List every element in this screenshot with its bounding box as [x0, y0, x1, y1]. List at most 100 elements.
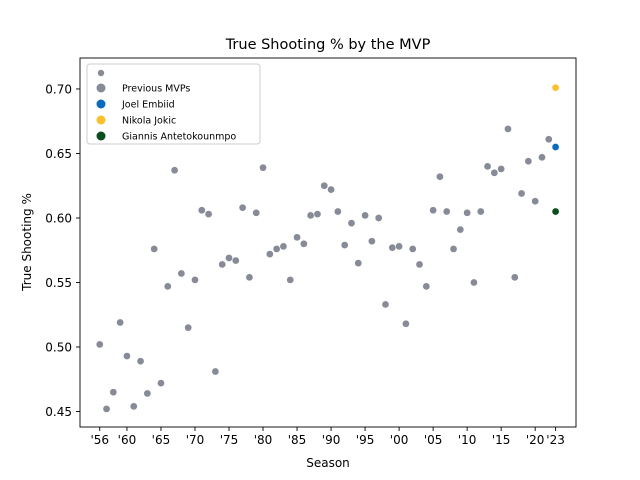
data-point — [157, 379, 165, 387]
x-tick-label: '20 — [526, 433, 545, 447]
x-tick-label: '10 — [458, 433, 477, 447]
data-point — [395, 242, 403, 251]
data-point — [184, 323, 193, 332]
x-tick-label: '00 — [390, 433, 409, 447]
data-point — [279, 242, 288, 251]
data-point — [442, 207, 451, 216]
data-point — [340, 241, 349, 249]
data-point — [374, 214, 383, 222]
data-point — [456, 225, 465, 234]
data-point — [191, 276, 199, 284]
data-point — [218, 260, 227, 269]
y-tick-label: 0.50 — [45, 340, 72, 354]
data-point — [368, 237, 376, 246]
data-point — [102, 405, 111, 413]
data-point — [544, 135, 553, 144]
legend-label: Nikola Jokic — [122, 116, 176, 127]
x-tick-label: '75 — [220, 433, 239, 447]
y-axis-label: True Shooting % — [20, 193, 34, 292]
data-point — [517, 189, 526, 198]
data-point — [252, 208, 261, 217]
data-point — [490, 168, 499, 177]
legend-marker — [96, 99, 106, 109]
x-tick-label: '85 — [288, 433, 307, 447]
data-point — [327, 185, 335, 194]
data-point — [429, 206, 437, 215]
data-point — [177, 269, 186, 278]
legend-frame — [86, 63, 261, 145]
x-tick-label: '15 — [492, 433, 511, 447]
data-point — [524, 157, 533, 166]
data-point — [402, 319, 410, 328]
data-point — [510, 273, 519, 282]
x-tick-label: '60 — [118, 433, 137, 447]
data-point — [551, 143, 560, 151]
data-point — [286, 276, 295, 284]
legend-marker — [96, 83, 106, 93]
data-point — [265, 250, 274, 258]
data-point — [95, 340, 104, 349]
data-point — [170, 166, 179, 175]
data-point — [197, 206, 206, 215]
data-point — [463, 208, 471, 217]
data-point — [531, 197, 540, 206]
data-point — [334, 207, 342, 216]
data-point — [415, 260, 424, 269]
data-point — [238, 203, 247, 212]
data-point — [320, 181, 329, 190]
data-point — [551, 83, 560, 92]
y-tick-label: 0.65 — [45, 147, 72, 161]
data-point — [109, 388, 118, 397]
data-point — [272, 245, 281, 253]
data-point — [136, 357, 145, 366]
data-point — [347, 219, 356, 227]
data-point — [129, 402, 138, 411]
data-point — [476, 207, 485, 216]
x-axis: '56 '60 '65 '70 '75 '80 '85 '90 '95 '00 '05 '10 '15 '… — [90, 427, 565, 447]
data-point — [225, 254, 233, 262]
data-point — [497, 165, 506, 173]
legend-marker — [96, 115, 106, 125]
data-point — [449, 245, 458, 253]
x-tick-label: '05 — [424, 433, 443, 447]
y-tick-label: 0.60 — [45, 211, 72, 225]
data-point — [551, 207, 560, 216]
data-point — [388, 243, 397, 252]
legend-label: Giannis Antetokounmpo — [122, 132, 236, 143]
data-points — [95, 83, 560, 413]
data-point — [259, 163, 267, 172]
legend-label: Previous MVPs — [122, 84, 190, 95]
data-point — [231, 256, 240, 265]
y-tick-label: 0.70 — [45, 82, 72, 96]
data-point — [293, 233, 301, 242]
data-point — [123, 352, 131, 360]
data-point — [422, 282, 431, 291]
data-point — [211, 367, 220, 376]
data-point — [504, 125, 512, 133]
data-point — [313, 210, 322, 218]
x-tick-label: '65 — [152, 433, 171, 447]
data-point — [163, 282, 172, 291]
x-tick-label: '90 — [322, 433, 341, 447]
data-point — [204, 210, 213, 218]
x-tick-label: '23 — [546, 433, 565, 447]
data-point — [408, 245, 417, 253]
y-axis: 0.45 0.50 0.55 0.60 0.65 0.70 — [45, 82, 80, 419]
data-point — [299, 239, 308, 248]
data-point — [116, 318, 124, 327]
data-point — [306, 211, 315, 220]
x-tick-label: '70 — [186, 433, 205, 447]
data-point — [354, 259, 363, 267]
x-axis-label: Season — [306, 456, 350, 470]
data-point — [381, 300, 390, 309]
data-point — [483, 162, 492, 171]
chart-title: True Shooting % by the MVP — [225, 37, 431, 53]
data-point — [143, 389, 152, 398]
data-point — [245, 273, 254, 282]
x-tick-label: '80 — [254, 433, 273, 447]
data-point — [470, 278, 478, 287]
data-point — [538, 153, 546, 162]
legend: Previous MVPs Joel Embiid Nikola Jokic Gian… — [86, 63, 261, 145]
data-point — [361, 211, 369, 220]
